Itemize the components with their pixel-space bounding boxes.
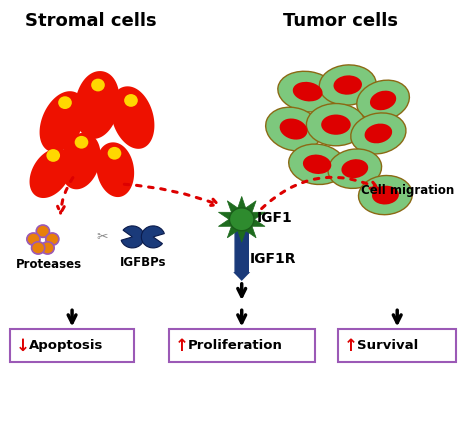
Polygon shape [233,272,250,281]
Ellipse shape [278,71,337,112]
Text: IGF1: IGF1 [257,211,292,225]
Text: ↑: ↑ [174,337,188,355]
Ellipse shape [357,80,410,121]
Text: IGF1R: IGF1R [250,252,297,266]
Ellipse shape [319,65,376,105]
Circle shape [229,208,254,231]
Ellipse shape [365,124,392,144]
Wedge shape [141,226,164,248]
Wedge shape [121,226,144,248]
Ellipse shape [351,113,406,154]
Circle shape [32,242,45,254]
Text: Proteases: Proteases [16,258,82,271]
Text: ↑: ↑ [344,337,358,355]
Text: IGFBPs: IGFBPs [119,256,166,269]
Text: Tumor cells: Tumor cells [283,12,398,31]
Polygon shape [111,86,155,149]
Circle shape [124,94,138,107]
Ellipse shape [372,186,399,205]
Ellipse shape [303,155,331,174]
Polygon shape [96,142,134,197]
Ellipse shape [293,82,323,101]
Circle shape [108,147,121,159]
Text: ✂: ✂ [97,230,109,244]
Polygon shape [219,196,265,242]
Circle shape [41,242,54,254]
Ellipse shape [334,75,362,95]
FancyBboxPatch shape [169,329,315,362]
Ellipse shape [280,119,308,140]
Ellipse shape [265,107,321,151]
Ellipse shape [341,159,368,178]
Text: Apoptosis: Apoptosis [29,339,103,352]
Polygon shape [60,133,100,189]
Text: ↓: ↓ [16,337,29,355]
Ellipse shape [358,175,412,215]
Circle shape [58,96,72,109]
Polygon shape [74,71,119,139]
Ellipse shape [306,104,365,146]
Circle shape [91,79,105,91]
Circle shape [36,225,49,237]
FancyBboxPatch shape [10,329,134,362]
Ellipse shape [328,149,382,188]
Text: Stromal cells: Stromal cells [25,12,157,31]
Polygon shape [40,91,86,152]
Circle shape [46,149,60,162]
Ellipse shape [289,144,346,184]
Text: Survival: Survival [357,339,419,352]
Text: Proliferation: Proliferation [188,339,283,352]
FancyBboxPatch shape [235,227,248,273]
Ellipse shape [321,115,351,135]
Polygon shape [29,148,72,198]
Circle shape [75,136,88,149]
Circle shape [27,233,40,245]
FancyBboxPatch shape [338,329,456,362]
Ellipse shape [370,91,396,110]
Circle shape [46,233,59,245]
Text: Cell migration: Cell migration [362,184,455,197]
